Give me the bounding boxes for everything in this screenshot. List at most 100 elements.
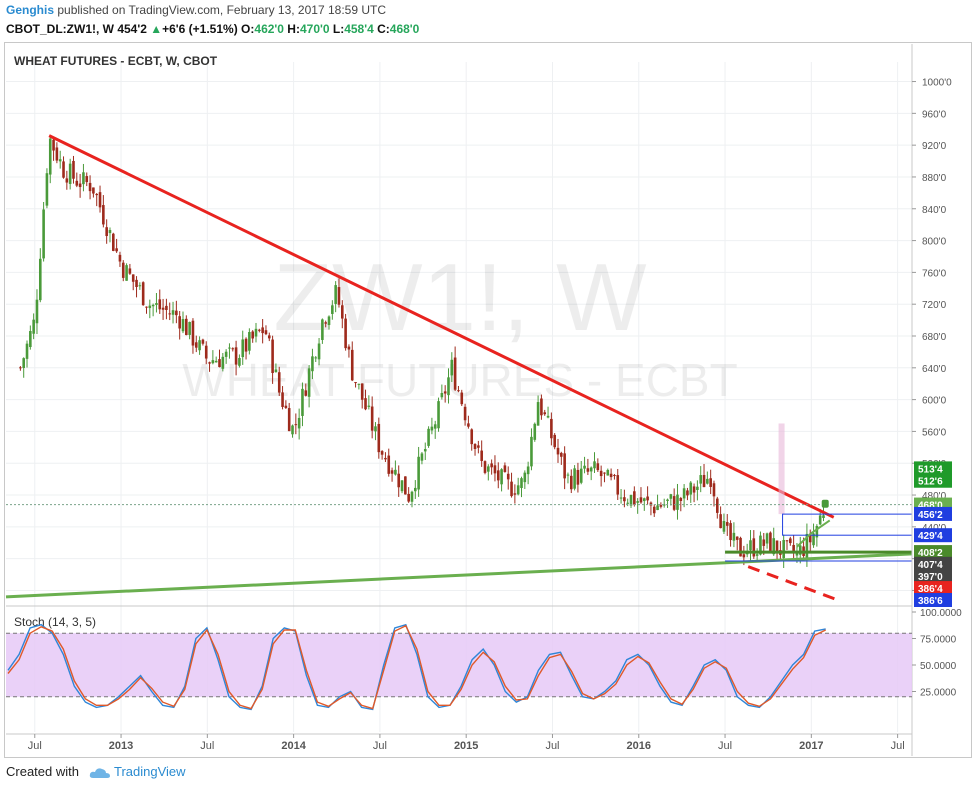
- candle-body: [646, 496, 649, 501]
- price-label-bg: [914, 461, 952, 476]
- candle-body: [662, 504, 666, 506]
- candle-body: [244, 338, 248, 352]
- candle-body: [510, 481, 513, 497]
- candle-body: [427, 428, 430, 446]
- tradingview-link[interactable]: TradingView: [114, 764, 186, 779]
- price-label-bg: [914, 556, 952, 571]
- candle-body: [121, 262, 125, 278]
- candle-body: [400, 480, 404, 492]
- candle-body: [201, 339, 205, 344]
- stoch-tick-label: 50.0000: [920, 661, 957, 672]
- price-change: +6'6 (+1.51%): [162, 22, 238, 36]
- change-arrow-icon: ▲: [150, 22, 163, 36]
- candle-body: [68, 163, 72, 184]
- candle-body: [277, 372, 281, 393]
- candle-body: [158, 299, 162, 310]
- candle-body: [204, 345, 208, 359]
- candle-body: [208, 362, 211, 364]
- stoch-band: [6, 633, 912, 697]
- candle-body: [198, 340, 201, 351]
- author-link[interactable]: Genghis: [6, 3, 55, 17]
- stoch-title: Stoch (14, 3, 5): [14, 615, 96, 629]
- candle-body: [374, 426, 377, 432]
- candle-body: [460, 392, 464, 405]
- candle-body: [775, 540, 779, 553]
- candle-body: [258, 329, 261, 331]
- candle-body: [231, 348, 235, 350]
- price-tick-label: 840'0: [922, 205, 947, 216]
- candle-body: [19, 367, 22, 369]
- candle-body: [131, 274, 135, 282]
- price-label: 408'2: [918, 548, 943, 559]
- time-tick-label: Jul: [373, 740, 387, 752]
- candle-body: [380, 451, 384, 455]
- candle-body: [423, 449, 427, 452]
- price-tick-label: 760'0: [922, 268, 947, 279]
- candle-body: [652, 506, 656, 514]
- candle-body: [52, 139, 55, 151]
- candle-body: [716, 498, 719, 513]
- candle-body: [798, 545, 802, 555]
- time-tick-label: 2017: [799, 740, 823, 752]
- candle-body: [82, 172, 85, 185]
- candle-body: [85, 176, 89, 183]
- candle-body: [676, 494, 679, 510]
- price-label-bg: [914, 506, 952, 521]
- candle-body: [616, 475, 620, 495]
- candle-body: [692, 486, 696, 493]
- candle-body: [769, 532, 772, 553]
- candle-body: [414, 487, 417, 492]
- candle-body: [619, 497, 623, 499]
- high-value: 470'0: [299, 22, 330, 36]
- price-tick-label: 800'0: [922, 237, 947, 248]
- candle-body: [686, 490, 689, 496]
- price-tick-label: 600'0: [922, 396, 947, 407]
- candle-body: [98, 192, 102, 208]
- candle-body: [25, 343, 29, 359]
- candle-body: [178, 316, 181, 329]
- candle-body: [407, 493, 410, 502]
- candle-body: [118, 254, 122, 262]
- candle-body: [609, 473, 613, 478]
- candle-body: [546, 415, 550, 418]
- candle-body: [185, 318, 188, 336]
- candle-body: [317, 343, 321, 360]
- candle-body: [566, 474, 570, 476]
- candle-body: [370, 406, 374, 431]
- candle-body: [75, 180, 79, 186]
- price-label: 468'0: [918, 501, 943, 512]
- price-label: 512'6: [918, 477, 943, 488]
- ohlc-line: CBOT_DL:ZW1!, W 454'2 ▲+6'6 (+1.51%) O:4…: [6, 22, 419, 36]
- candle-body: [672, 496, 676, 510]
- candle-body: [782, 539, 785, 559]
- price-axis[interactable]: 1000'0 960'0 920'0 880'0 840'0 800'0 760'0 720'…: [911, 44, 952, 756]
- candle-body: [470, 429, 474, 445]
- candle-body: [450, 359, 454, 376]
- candle-body: [560, 452, 563, 457]
- candle-body: [357, 383, 361, 385]
- price-tick-label: 720'0: [922, 300, 947, 311]
- publish-info: published on TradingView.com, February 1…: [54, 3, 386, 17]
- candle-body: [729, 523, 732, 541]
- stochastic-pane: 100.0000 75.0000 50.0000 25.0000 Stoch (14, …: [6, 605, 962, 711]
- candle-body: [284, 405, 288, 408]
- candle-body: [65, 178, 69, 183]
- candle-body: [264, 330, 268, 335]
- candle-body: [487, 466, 490, 472]
- candle-body: [639, 497, 643, 503]
- candle-body: [503, 465, 507, 473]
- chart-frame: [4, 42, 972, 758]
- time-tick-label: Jul: [545, 740, 559, 752]
- candle-body: [669, 494, 673, 499]
- price-label: 456'2: [918, 510, 943, 521]
- candle-body: [228, 347, 231, 349]
- candle-body: [506, 473, 510, 480]
- last-price: 454'2: [117, 22, 147, 36]
- candle-body: [689, 482, 693, 495]
- candle-body: [483, 461, 487, 473]
- time-axis[interactable]: Jul 2013 Jul 2014 Jul 2015 Jul 2016 Jul 2017 Jul: [6, 733, 912, 752]
- candle-body: [112, 233, 115, 251]
- candle-body: [211, 360, 215, 364]
- candle-body: [789, 538, 792, 544]
